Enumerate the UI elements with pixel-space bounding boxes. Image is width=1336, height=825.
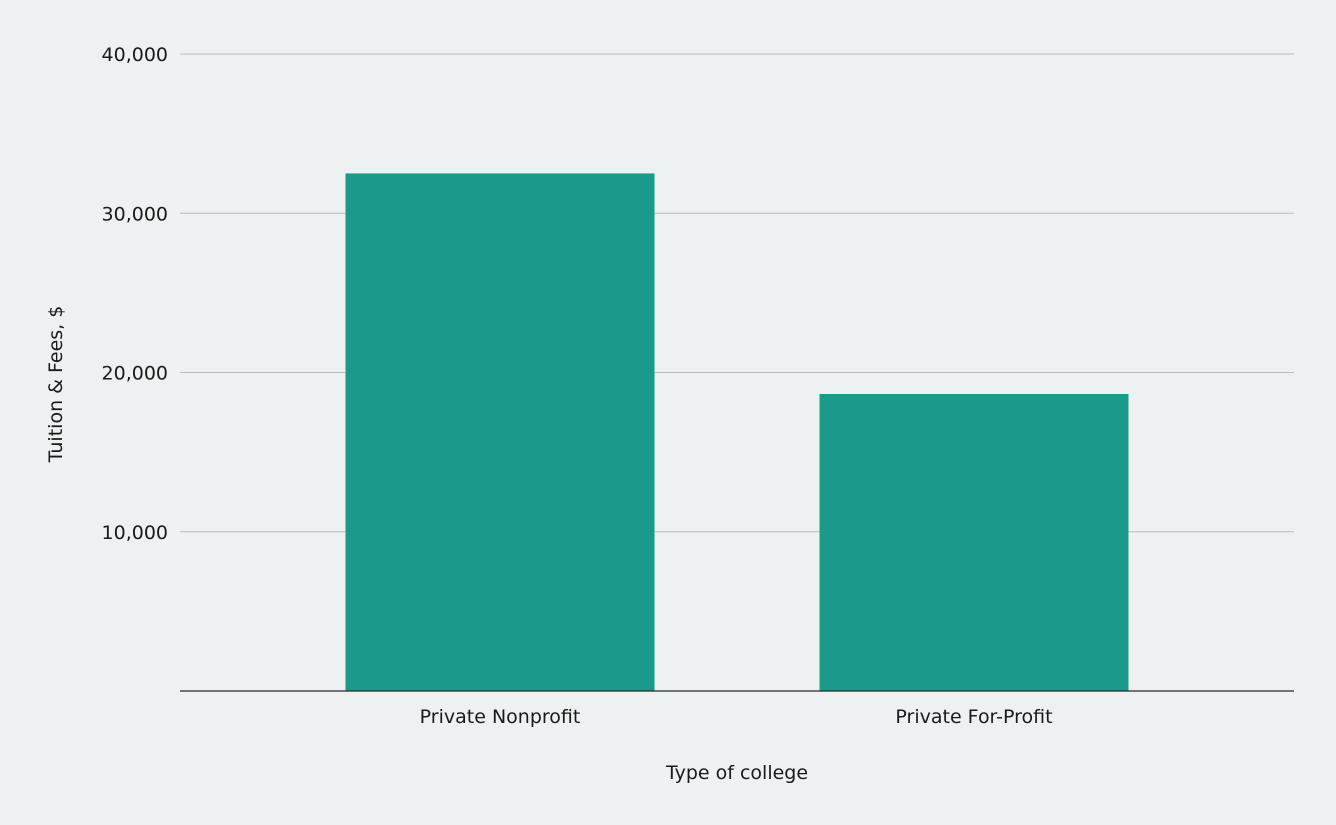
y-tick-label: 20,000 <box>102 363 168 385</box>
y-tick-label: 40,000 <box>102 44 168 66</box>
x-tick-label: Private Nonprofit <box>420 706 581 728</box>
x-tick-label: Private For-Profit <box>895 706 1052 728</box>
y-tick-labels: 10,000 20,000 30,000 40,000 <box>102 44 168 544</box>
bar-private-for-profit <box>819 393 1129 691</box>
x-axis-title: Type of college <box>665 762 808 784</box>
x-tick-labels: Private Nonprofit Private For-Profit <box>420 706 1053 728</box>
bars <box>345 173 1129 691</box>
y-tick-label: 10,000 <box>102 522 168 544</box>
bar-private-nonprofit <box>345 173 655 691</box>
y-axis-title: Tuition & Fees, $ <box>45 306 67 464</box>
y-tick-label: 30,000 <box>102 203 168 225</box>
